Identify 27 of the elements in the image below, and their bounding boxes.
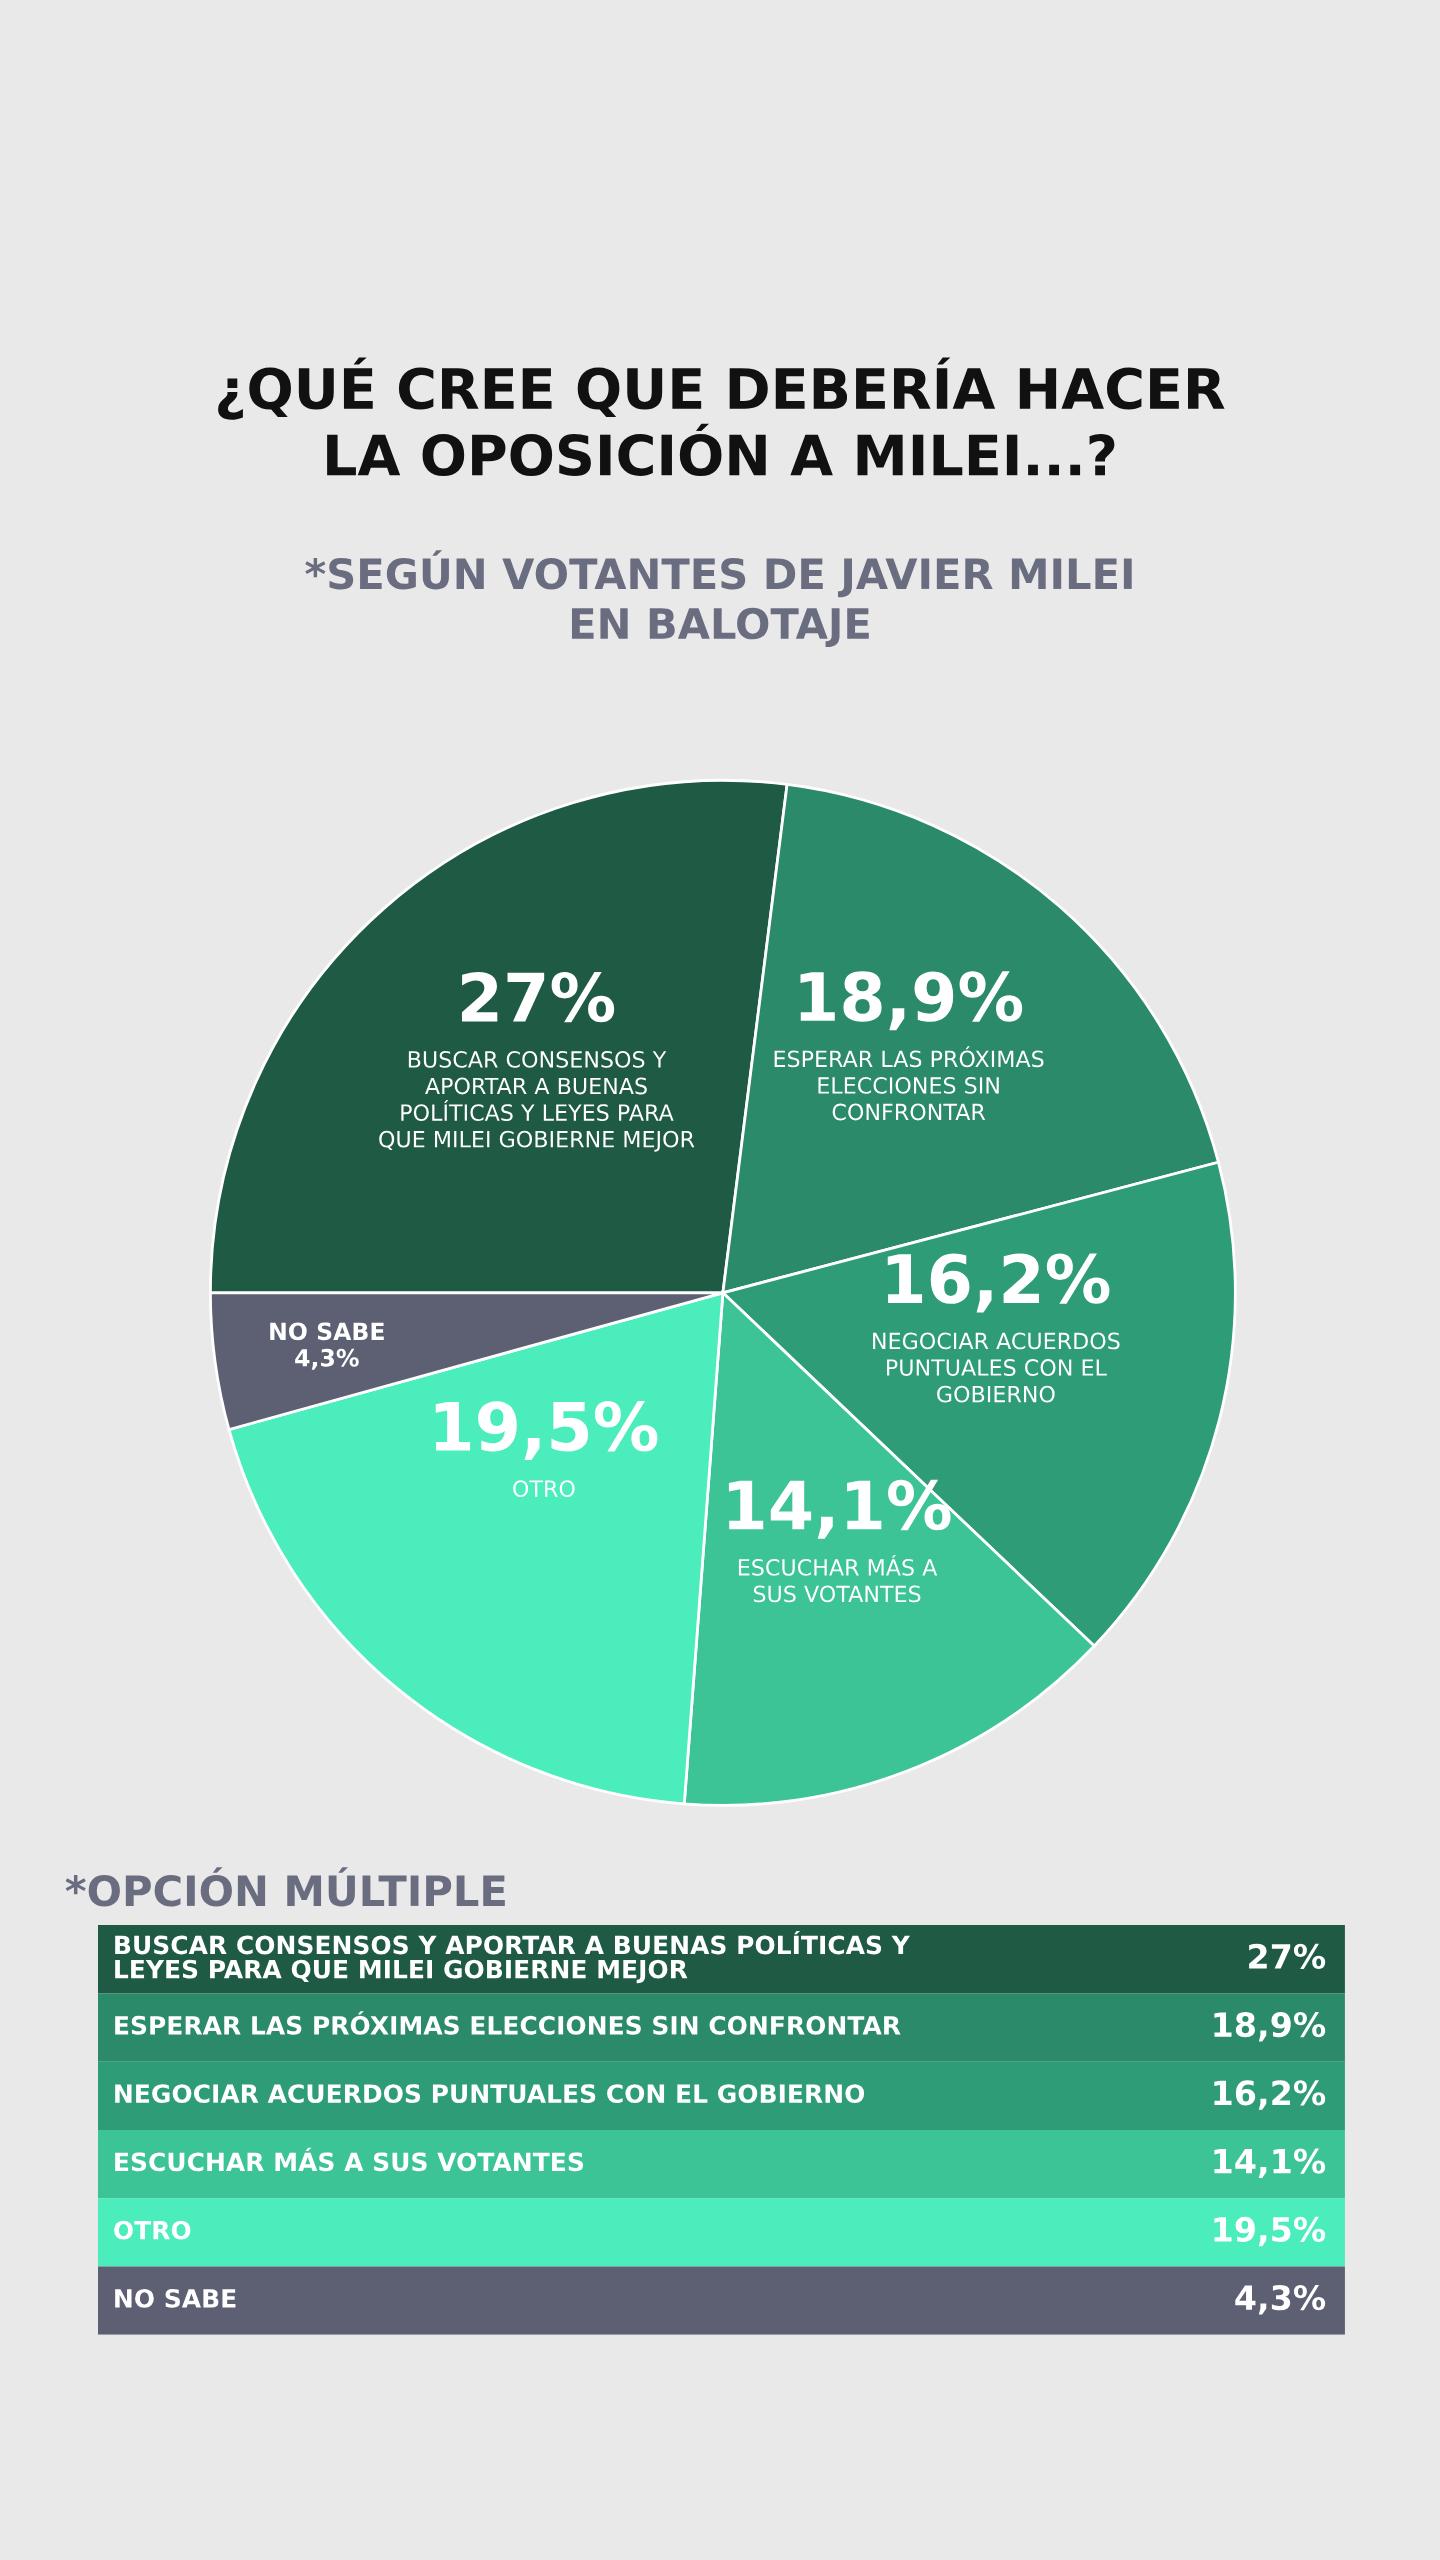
text: *OPCIÓN MÚLTIPLE: [65, 1867, 505, 1907]
data-label: 19,5%: [435, 1401, 658, 1461]
slice-label: OTRO: [513, 1480, 575, 1497]
category-label: BUSCAR CONSENSOS Y APORTAR A BUENAS POLÍTICAS Y LEYES PARA QUE MILEI GOBIERNE MEJOR: [115, 1930, 911, 1984]
slice-label: NEGOCIAR ACUERDOS PUNTUALES CON EL GOBIERNO: [873, 1332, 1120, 1403]
slice-label: ESPERAR LAS PRÓXIMAS ELECCIONES SIN CONFRONTAR: [774, 1046, 1044, 1121]
chart-subtitle: *SEGÚN VOTANTES DE JAVIER MILEI EN BALOTAJE: [305, 550, 1132, 648]
slice-label: BUSCAR CONSENSOS Y APORTAR A BUENAS POLÍTICAS Y LEYES PARA QUE MILEI GOBIERNE MEJOR: [379, 1051, 695, 1152]
category-label: ESCUCHAR MÁS A SUS VOTANTES: [115, 2147, 584, 2172]
data-label: 4,3%: [295, 1348, 359, 1370]
slice-label: NO SABE: [270, 1322, 384, 1341]
text: 16,2%: [1214, 2080, 1326, 2110]
data-label: 16,2%: [887, 1253, 1110, 1313]
text: 19,5%: [1214, 2216, 1326, 2247]
category-label: NO SABE: [115, 2288, 236, 2308]
data-label: 14,1%: [728, 1479, 951, 1539]
chart-title: ¿QUÉ CREE QUE DEBERÍA HACER LA OPOSICIÓN A MILEI...?: [218, 357, 1225, 476]
text: 27%: [1249, 1943, 1326, 1969]
category-label: OTRO: [114, 2220, 191, 2240]
data-label: 27%: [461, 971, 615, 1023]
slice-label: ESCUCHAR MÁS A SUS VOTANTES: [738, 1554, 938, 1603]
category-label: ESPERAR LAS PRÓXIMAS ELECCIONES SIN CONFRONTAR: [115, 2011, 901, 2035]
text: 14,1%: [1214, 2148, 1326, 2178]
text: 18,9%: [1214, 2011, 1326, 2042]
data-label: 18,9%: [800, 971, 1023, 1031]
text: 4,3%: [1235, 2285, 1326, 2315]
category-label: NEGOCIAR ACUERDOS PUNTUALES CON EL GOBIERNO: [115, 2084, 865, 2104]
